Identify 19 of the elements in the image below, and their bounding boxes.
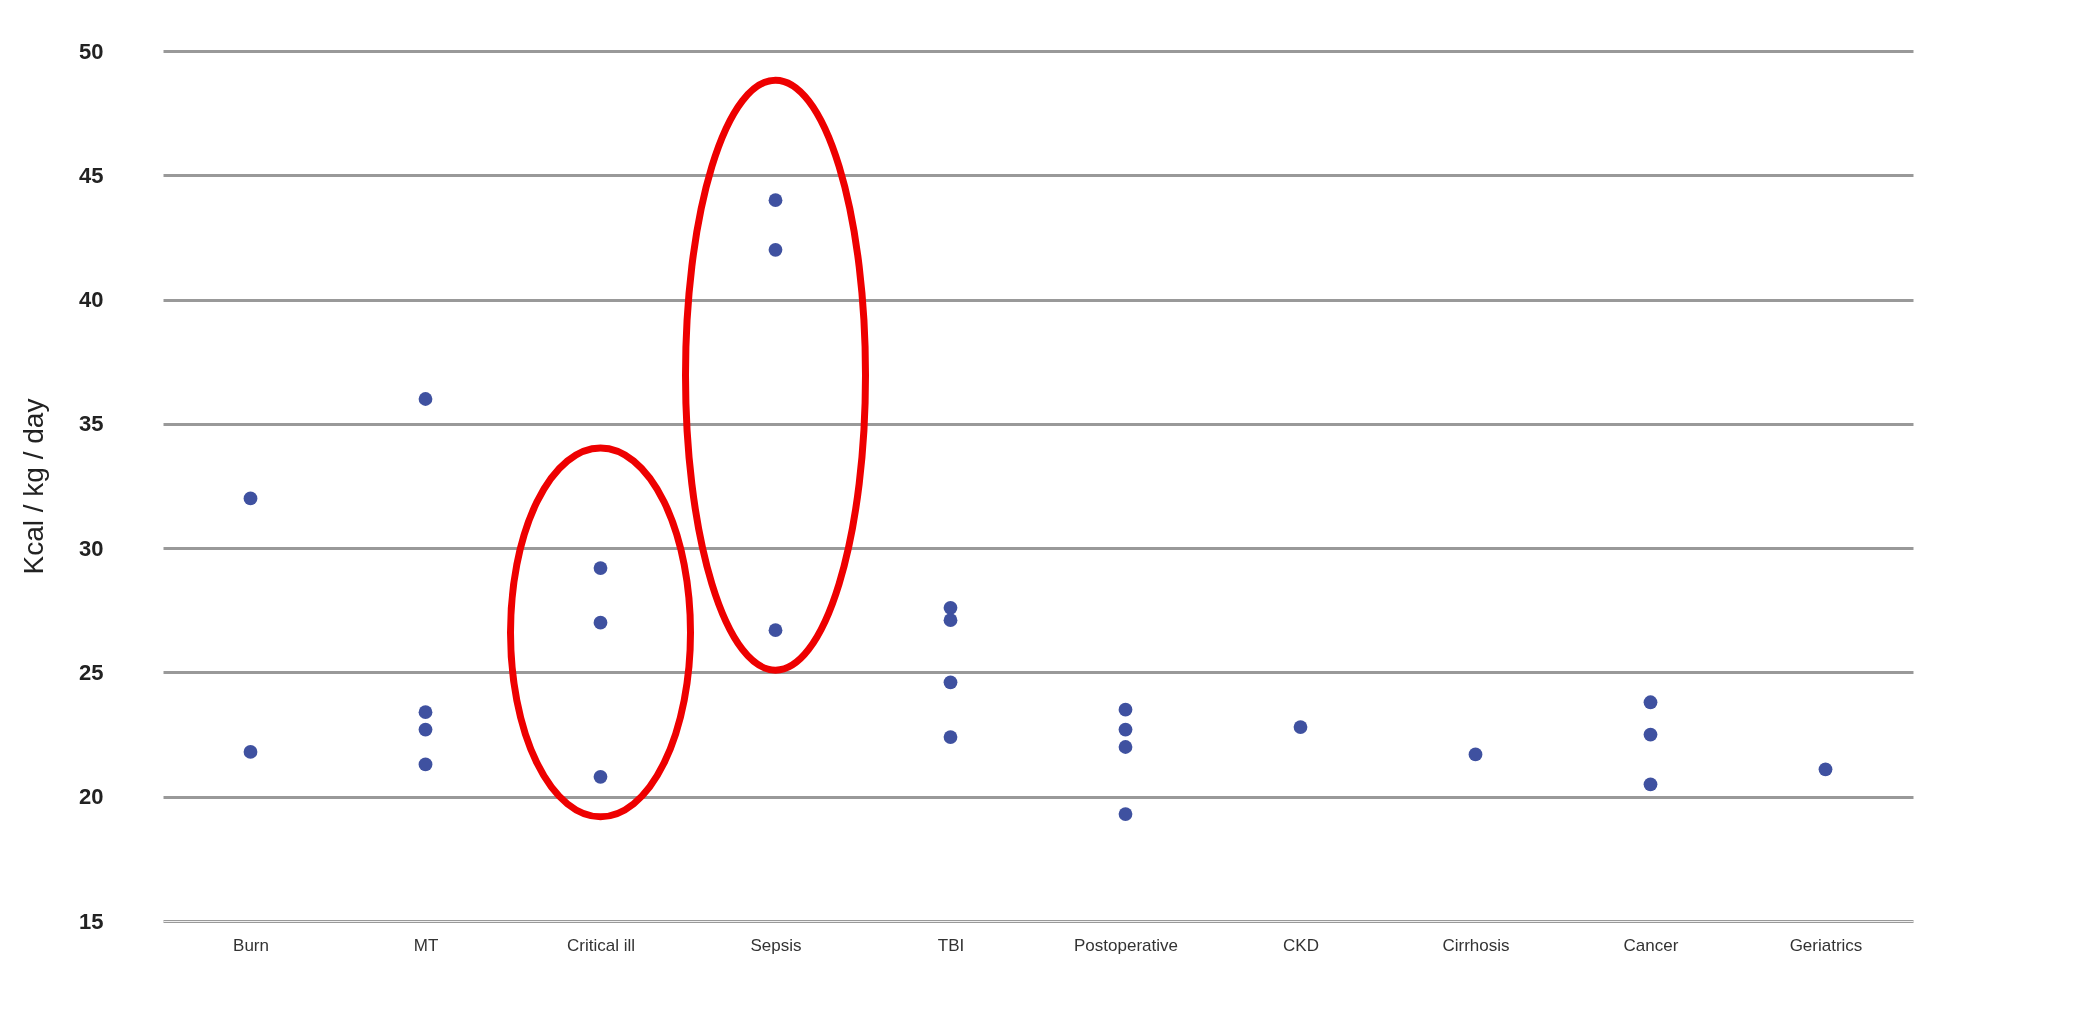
x-tick-label: TBI — [937, 935, 965, 955]
x-tick-label: Sepsis — [750, 935, 802, 955]
x-tick-label: Postoperative — [1074, 935, 1178, 955]
x-tick-label: MT — [413, 935, 439, 955]
y-tick-label: 45 — [79, 162, 104, 188]
y-tick-label: 30 — [79, 535, 104, 561]
x-tick-label: Burn — [233, 935, 269, 955]
x-tick-label: Cancer — [1623, 935, 1679, 955]
y-tick-label: 25 — [79, 659, 104, 685]
y-tick-label: 35 — [79, 411, 104, 437]
y-tick-label: 20 — [79, 784, 104, 810]
x-tick-label: Cirrhosis — [1442, 935, 1510, 955]
x-tick-label: Geriatrics — [1789, 935, 1863, 955]
x-tick-label: CKD — [1283, 935, 1319, 955]
y-tick-label: 50 — [79, 38, 104, 64]
y-axis-title: Kcal / kg / day — [18, 398, 50, 575]
y-tick-label: 15 — [79, 908, 104, 934]
y-tick-label: 40 — [79, 287, 104, 313]
x-tick-label: Critical ill — [567, 935, 635, 955]
